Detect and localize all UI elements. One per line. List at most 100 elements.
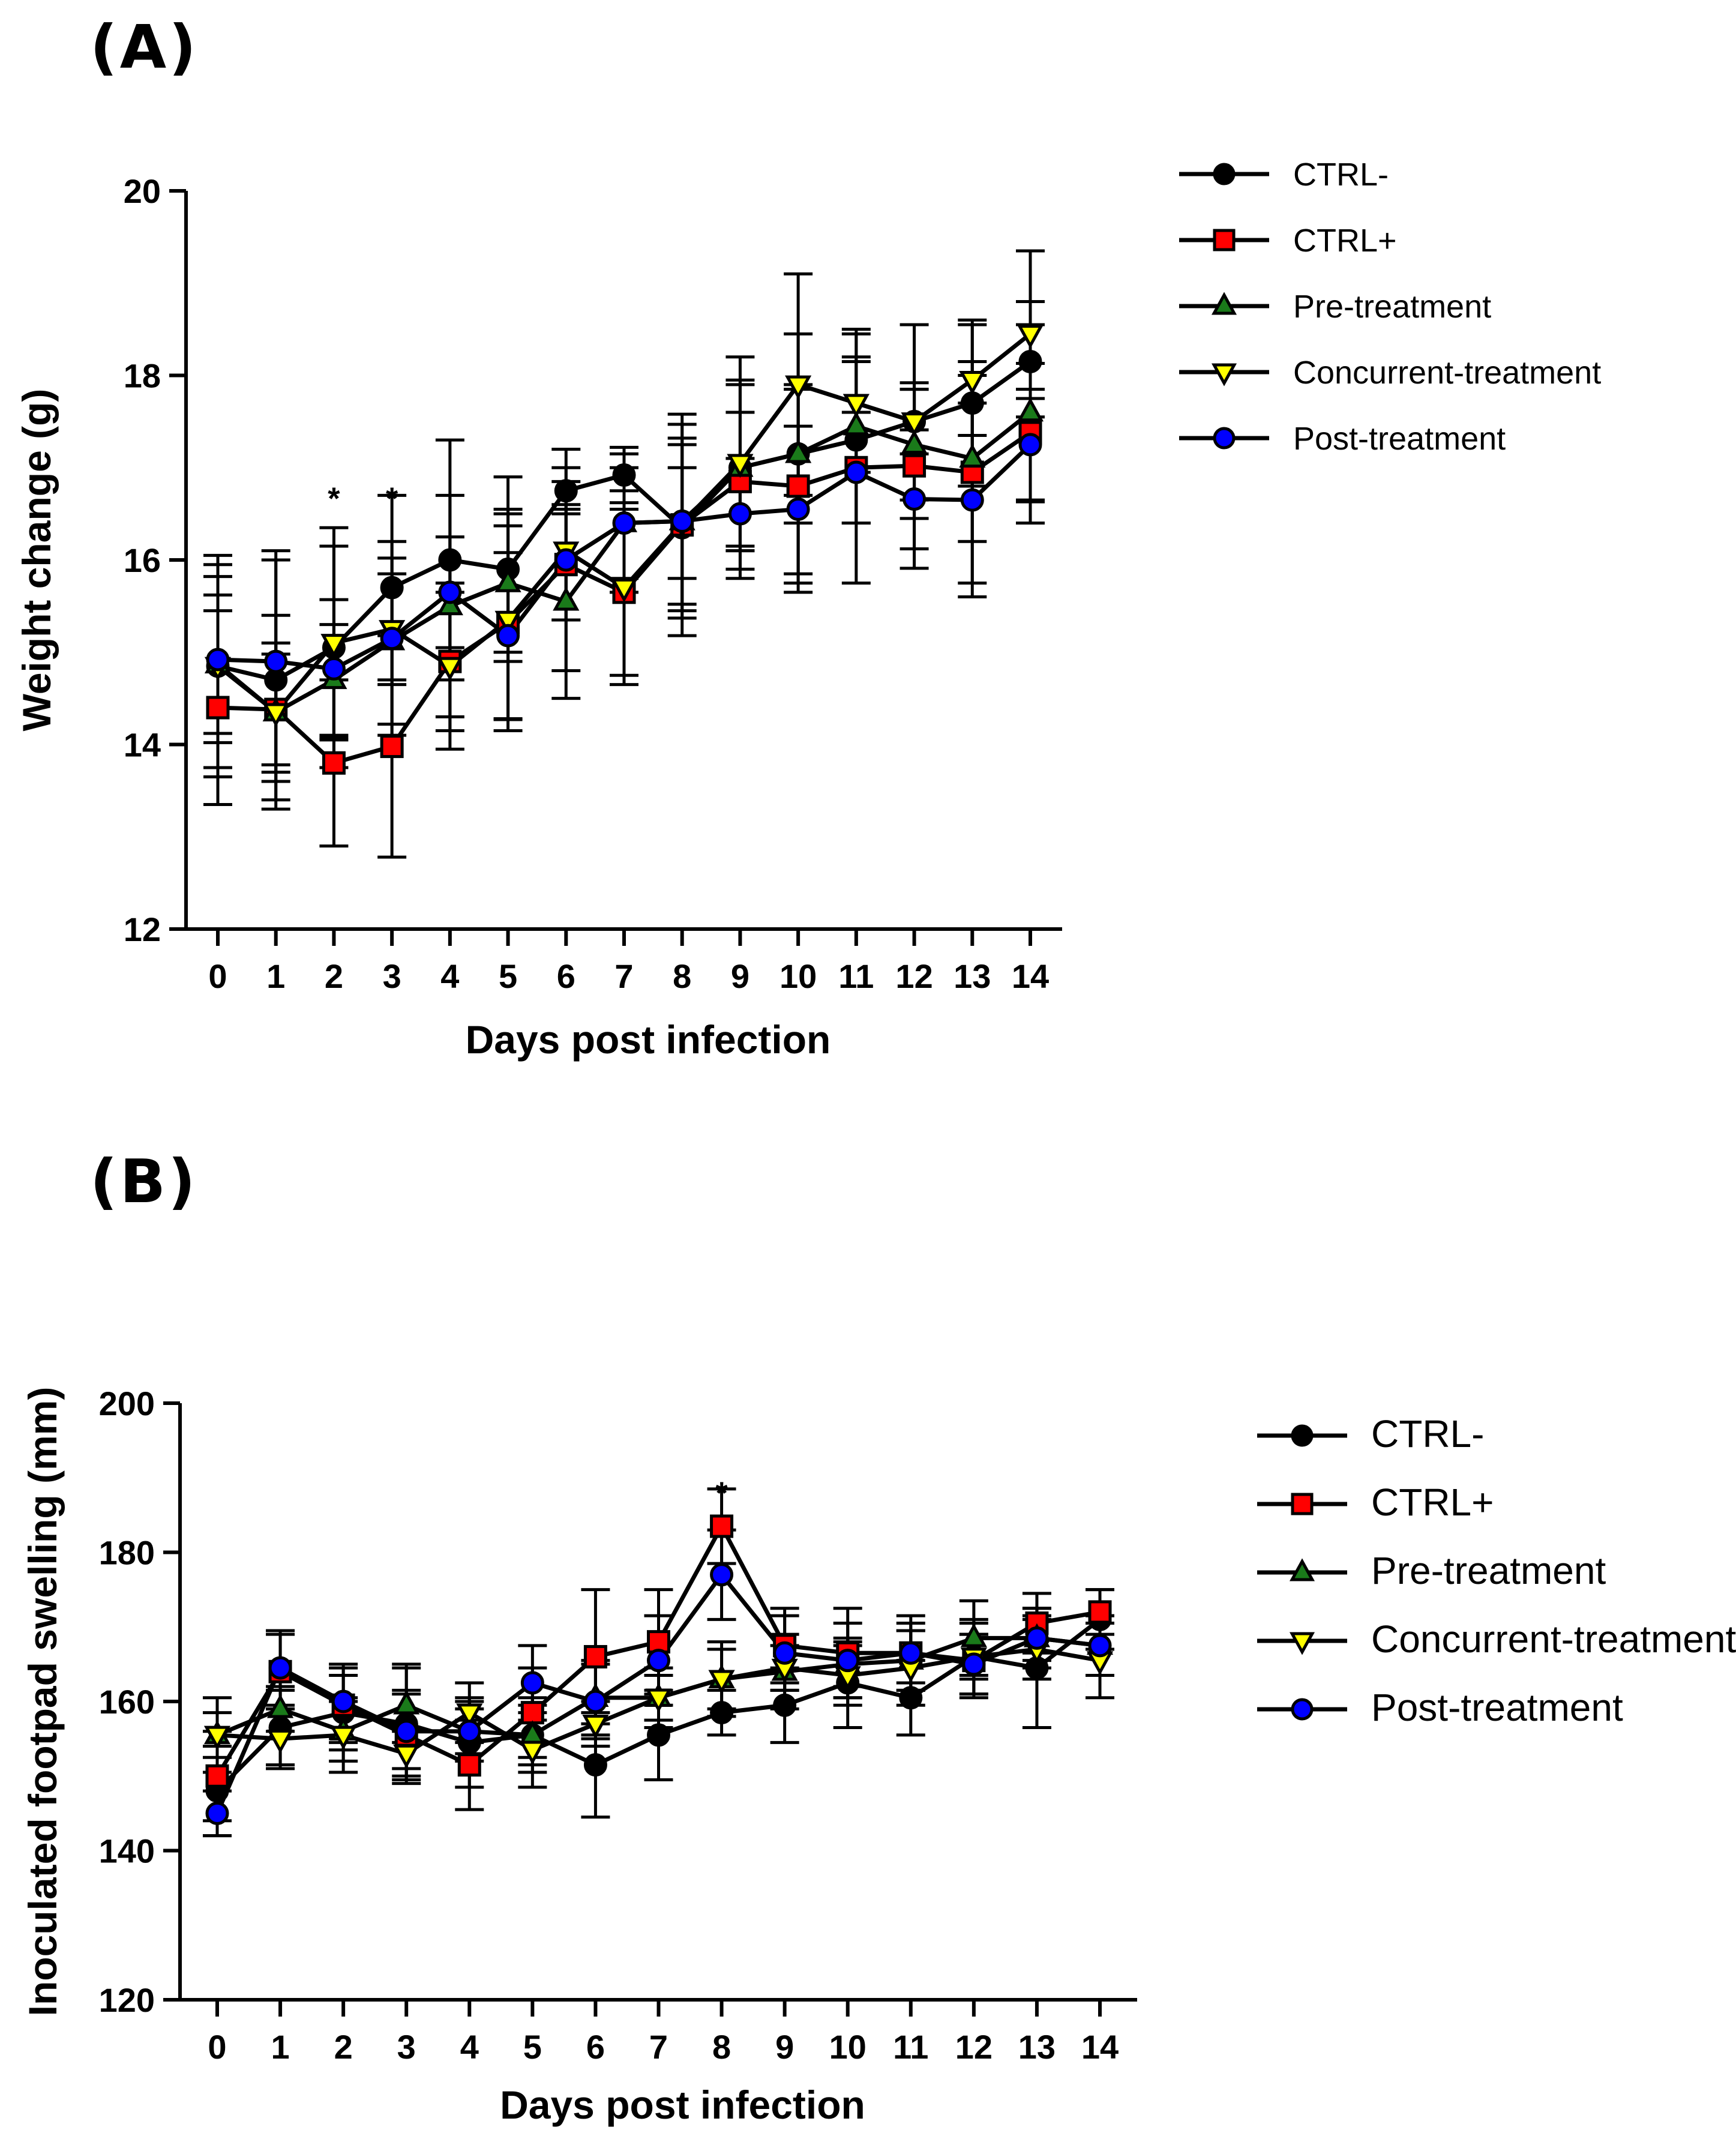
y-tick-label: 140 [99, 1832, 155, 1870]
data-point [519, 1740, 546, 1765]
y-tick-label: 16 [124, 541, 161, 579]
data-point [438, 580, 462, 604]
data-point [645, 1688, 672, 1713]
data-point [494, 610, 521, 635]
data-point [903, 487, 927, 511]
data-point [1088, 1634, 1112, 1658]
x-tick-label: 5 [523, 2028, 542, 2066]
x-tick-label: 14 [1081, 2028, 1119, 2066]
data-point [457, 1753, 481, 1777]
legend-label: CTRL+ [1371, 1481, 1494, 1524]
data-point [959, 370, 986, 395]
x-tick-label: 2 [325, 957, 343, 995]
legend-label: CTRL- [1293, 157, 1389, 193]
data-point [582, 1715, 609, 1739]
y-tick-label: 200 [99, 1385, 155, 1422]
x-tick-label: 14 [1012, 957, 1049, 995]
data-point [456, 1703, 483, 1728]
legend-item-b-2: Pre-treatment [1257, 1549, 1606, 1592]
data-point [773, 1693, 797, 1717]
legend-marker [1291, 1698, 1314, 1721]
x-tick-label: 7 [649, 2028, 668, 2066]
data-point [901, 430, 928, 454]
data-point [899, 1686, 923, 1710]
legend-item-b-1: CTRL+ [1257, 1481, 1494, 1524]
series-markers-b-4 [205, 1563, 1112, 1825]
data-point [380, 576, 404, 600]
x-tick-label: 0 [208, 957, 227, 995]
data-point [583, 1644, 607, 1668]
data-point [206, 696, 230, 720]
data-point [1018, 349, 1042, 373]
data-point [438, 548, 462, 572]
legend-marker [1213, 229, 1236, 251]
data-point [380, 627, 404, 651]
legend-item-a-0: CTRL- [1179, 157, 1389, 193]
data-point [844, 460, 868, 484]
legend-b: CTRL- CTRL+ Pre-treatment Concurrent-treatm… [1257, 1412, 1736, 1729]
data-point [206, 648, 230, 672]
data-point [785, 375, 812, 400]
data-point [1017, 325, 1044, 349]
data-point [899, 1641, 923, 1665]
x-tick-label: 9 [731, 957, 749, 995]
legend-marker [1211, 363, 1237, 387]
legend-label: Concurrent-treatment [1371, 1617, 1736, 1661]
data-point [496, 624, 520, 648]
data-point [203, 1725, 231, 1750]
legend-label: CTRL+ [1293, 223, 1397, 259]
legend-label: Pre-treatment [1293, 289, 1491, 325]
x-tick-label: 1 [266, 957, 285, 995]
data-point [554, 548, 578, 572]
x-tick-label: 2 [334, 2028, 353, 2066]
data-point [520, 1671, 544, 1695]
legend-marker [1213, 163, 1236, 185]
x-tick-label: 8 [673, 957, 691, 995]
x-tick-label: 12 [955, 2028, 993, 2066]
data-point [786, 474, 810, 498]
data-point [727, 454, 754, 478]
data-point [494, 568, 521, 592]
data-point [583, 1689, 607, 1713]
significance-star: * [386, 481, 398, 516]
data-point [708, 1670, 735, 1694]
legend-marker [1289, 1632, 1315, 1655]
y-tick-label: 20 [124, 172, 161, 210]
data-point [1018, 433, 1042, 457]
data-point [612, 463, 636, 487]
x-tick-label: 9 [775, 2028, 794, 2066]
legend-item-a-4: Post-treatment [1179, 421, 1506, 457]
x-tick-label: 1 [271, 2028, 289, 2066]
data-point [266, 1694, 294, 1718]
x-axis-title: Days post infection [500, 2083, 865, 2127]
x-tick-label: 11 [893, 2028, 928, 2066]
data-point [612, 511, 636, 535]
legend-item-b-0: CTRL- [1257, 1412, 1484, 1455]
data-point [647, 1649, 670, 1673]
x-tick-label: 13 [954, 957, 991, 995]
x-tick-label: 11 [838, 957, 874, 995]
data-point [583, 1753, 607, 1777]
data-point [331, 1689, 355, 1713]
x-tick-label: 0 [208, 2028, 226, 2066]
data-point [320, 634, 347, 658]
y-tick-label: 120 [99, 1981, 155, 2019]
data-point [773, 1641, 797, 1665]
x-tick-label: 3 [397, 2028, 416, 2066]
legend-label: Pre-treatment [1371, 1549, 1606, 1592]
data-point [436, 657, 463, 681]
y-axis-title: Weight change (g) [14, 389, 59, 732]
legend-marker [1291, 1424, 1314, 1447]
x-tick-label: 13 [1018, 2028, 1056, 2066]
data-point [786, 497, 810, 521]
data-point [836, 1649, 860, 1673]
data-point [710, 1563, 734, 1587]
legend-marker [1213, 427, 1236, 450]
data-point [520, 1701, 544, 1725]
data-point [903, 454, 927, 478]
data-point [380, 735, 404, 759]
data-point [785, 439, 812, 463]
data-point [962, 1652, 986, 1676]
data-point [1088, 1600, 1112, 1624]
